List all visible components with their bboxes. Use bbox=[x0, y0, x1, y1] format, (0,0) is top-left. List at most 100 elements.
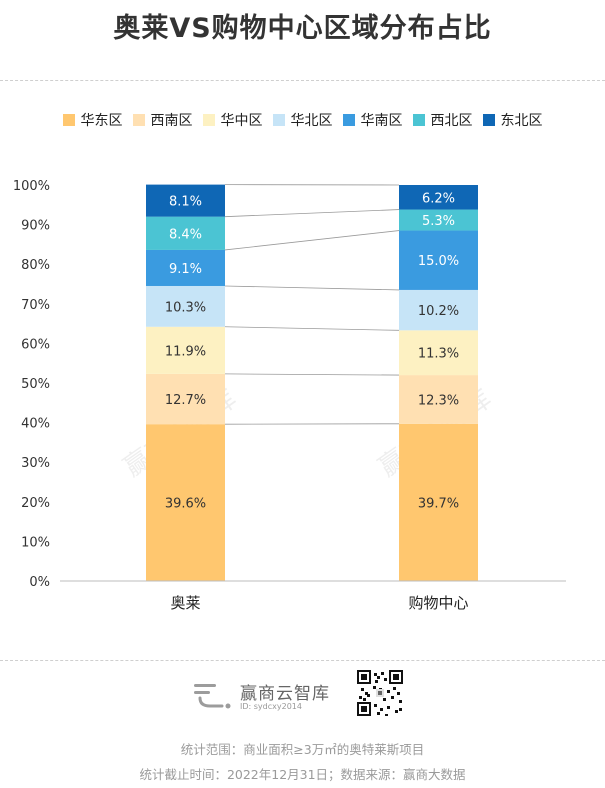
qr-module bbox=[397, 692, 400, 695]
bar-segment bbox=[399, 330, 478, 376]
qr-module bbox=[383, 698, 386, 701]
legend-label: 东北区 bbox=[500, 113, 543, 129]
qr-module bbox=[359, 696, 362, 699]
bar-segment bbox=[399, 185, 478, 210]
legend-item-3: 华北区 bbox=[272, 110, 333, 130]
qr-module bbox=[377, 676, 380, 679]
y-tick-label: 100% bbox=[13, 179, 50, 194]
legend-label: 西北区 bbox=[430, 113, 473, 129]
bar-segment bbox=[146, 326, 225, 374]
y-tick-label: 70% bbox=[21, 298, 50, 313]
data-label: 39.6% bbox=[165, 497, 206, 512]
data-label: 9.1% bbox=[169, 262, 202, 277]
bar-segment bbox=[399, 375, 478, 424]
connector-line bbox=[224, 209, 400, 218]
qr-module bbox=[384, 678, 387, 681]
qr-module bbox=[374, 704, 377, 707]
data-label: 11.9% bbox=[165, 344, 206, 359]
footer-note-scope: 统计范围：商业面积≥3万㎡的奥特莱斯项目 bbox=[180, 742, 425, 757]
bar-segment bbox=[399, 209, 478, 231]
qr-module bbox=[381, 672, 384, 675]
y-tick-label: 20% bbox=[21, 496, 50, 511]
qr-module bbox=[387, 690, 390, 693]
chart-title: 奥莱VS购物中心区域分布占比 bbox=[113, 13, 492, 44]
qr-module bbox=[385, 714, 388, 716]
y-tick-label: 60% bbox=[21, 337, 50, 352]
legend-item-2: 华中区 bbox=[202, 110, 263, 130]
legend-item-1: 西南区 bbox=[132, 110, 193, 130]
qr-module bbox=[399, 708, 402, 711]
footer-brand-id: ID: sydcxy2014 bbox=[240, 702, 302, 711]
legend-swatch bbox=[342, 114, 355, 126]
footer-note-source: 统计截止时间：2022年12月31日；数据来源：赢商大数据 bbox=[139, 767, 466, 782]
legend-item-6: 东北区 bbox=[482, 110, 543, 130]
connector-line bbox=[224, 285, 400, 291]
connector-line bbox=[224, 230, 400, 251]
legend-item-0: 华东区 bbox=[62, 110, 123, 130]
data-label: 5.3% bbox=[422, 214, 455, 229]
bar-segment bbox=[146, 216, 225, 250]
legend-swatch bbox=[202, 114, 215, 126]
qr-module bbox=[373, 686, 376, 689]
legend-label: 华东区 bbox=[80, 113, 123, 129]
bar-segment bbox=[146, 184, 225, 217]
y-tick-label: 50% bbox=[21, 377, 50, 392]
data-label: 8.4% bbox=[169, 227, 202, 242]
y-tick-label: 80% bbox=[21, 258, 50, 273]
legend-label: 华中区 bbox=[220, 113, 263, 129]
legend-swatch bbox=[62, 114, 75, 126]
qr-module bbox=[380, 708, 383, 711]
qr-module bbox=[361, 706, 367, 712]
divider-top bbox=[0, 80, 605, 81]
data-label: 10.3% bbox=[165, 300, 206, 315]
legend-label: 华南区 bbox=[360, 113, 403, 129]
qr-module bbox=[391, 696, 394, 699]
legend: 华东区 西南区 华中区 华北区 华南区 西北区 东北区 bbox=[0, 110, 605, 130]
qr-module bbox=[393, 674, 399, 680]
data-label: 39.7% bbox=[418, 496, 459, 511]
data-label: 12.7% bbox=[165, 393, 206, 408]
qr-module bbox=[377, 712, 380, 715]
y-tick-label: 90% bbox=[21, 219, 50, 234]
y-tick-label: 40% bbox=[21, 417, 50, 432]
qr-module bbox=[393, 687, 396, 690]
data-label: 12.3% bbox=[418, 393, 459, 408]
y-tick-label: 30% bbox=[21, 456, 50, 471]
legend-swatch bbox=[272, 114, 285, 126]
qr-module bbox=[375, 680, 378, 683]
data-label: 10.2% bbox=[418, 304, 459, 319]
bar-segment bbox=[146, 285, 225, 327]
legend-swatch bbox=[482, 114, 495, 126]
bar-segment bbox=[146, 424, 225, 581]
bar-segment bbox=[399, 289, 478, 331]
qr-module bbox=[399, 700, 402, 703]
qr-module bbox=[374, 673, 377, 676]
qr-module bbox=[361, 688, 364, 691]
legend-label: 华北区 bbox=[290, 113, 333, 129]
bar-segment bbox=[399, 230, 478, 290]
qr-module bbox=[395, 710, 398, 713]
qr-module bbox=[378, 691, 382, 695]
connector-line bbox=[224, 326, 400, 331]
bar-segment bbox=[146, 249, 225, 286]
legend-item-5: 西北区 bbox=[412, 110, 473, 130]
x-tick-label: 购物中心 bbox=[408, 594, 468, 612]
y-tick-label: 0% bbox=[29, 575, 50, 590]
legend-swatch bbox=[412, 114, 425, 126]
qr-module bbox=[387, 706, 390, 709]
stacked-bar-chart: 赢商云智库赢商云智库0%10%20%30%40%50%60%70%80%90%1… bbox=[13, 179, 566, 612]
legend-label: 西南区 bbox=[150, 113, 193, 129]
qr-code-icon bbox=[357, 670, 403, 716]
qr-module bbox=[365, 692, 368, 695]
qr-module bbox=[363, 698, 366, 701]
legend-swatch bbox=[132, 114, 145, 126]
data-label: 6.2% bbox=[422, 191, 455, 206]
bar-segment bbox=[146, 373, 225, 425]
footer-brand: 赢商云智库 bbox=[240, 684, 330, 704]
bar-segment bbox=[399, 423, 478, 581]
brand-logo-icon bbox=[194, 684, 231, 709]
qr-module bbox=[361, 674, 367, 680]
data-label: 15.0% bbox=[418, 254, 459, 269]
divider-bottom bbox=[0, 660, 605, 661]
data-label: 8.1% bbox=[169, 195, 202, 210]
